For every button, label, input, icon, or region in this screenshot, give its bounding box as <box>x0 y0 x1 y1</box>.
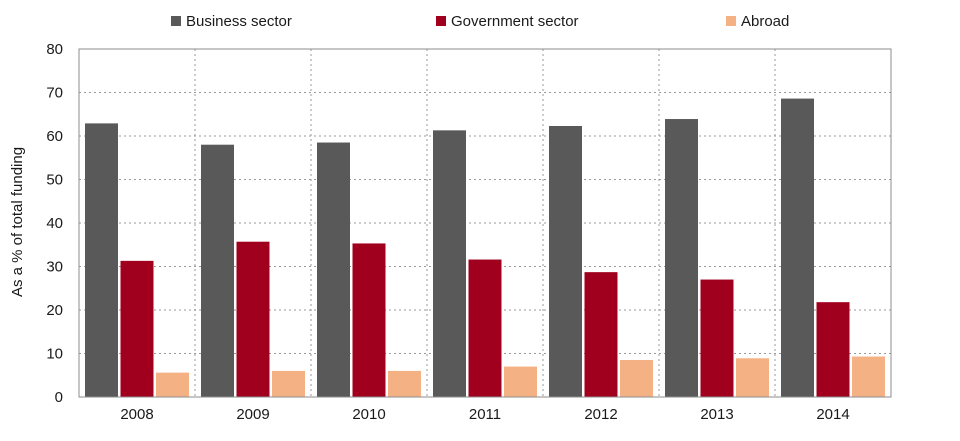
plot-frame <box>78 48 892 398</box>
bar-abroad-2012 <box>620 360 653 397</box>
bar-abroad-2014 <box>852 356 885 397</box>
x-tick-label: 2014 <box>816 406 849 423</box>
y-tick-label: 60 <box>46 128 63 145</box>
bar-business-sector-2008 <box>85 123 118 397</box>
y-tick-label: 30 <box>46 259 63 276</box>
y-tick-label: 50 <box>46 172 63 189</box>
bar-government-sector-2014 <box>816 302 850 397</box>
bar-government-sector-2008 <box>120 260 154 397</box>
legend-label: Government sector <box>451 13 579 30</box>
x-tick-label: 2013 <box>700 406 733 423</box>
legend-item-government-sector: Government sector <box>436 13 579 30</box>
legend-label: Business sector <box>186 13 292 30</box>
bar-business-sector-2012 <box>549 125 582 398</box>
legend-label: Abroad <box>741 13 789 30</box>
bar-abroad-2009 <box>272 370 305 397</box>
bars <box>85 98 885 398</box>
bar-government-sector-2013 <box>700 279 734 397</box>
legend-swatch <box>726 16 736 26</box>
y-tick-label: 80 <box>46 41 63 58</box>
y-axis-title: As a % of total funding <box>9 147 26 297</box>
x-tick-label: 2008 <box>120 406 153 423</box>
legend-item-abroad: Abroad <box>726 13 789 30</box>
bar-abroad-2011 <box>504 366 537 397</box>
bar-government-sector-2010 <box>352 243 386 397</box>
bar-government-sector-2012 <box>584 272 618 397</box>
y-tick-label: 10 <box>46 346 63 363</box>
y-tick-label: 20 <box>46 302 63 319</box>
bar-government-sector-2009 <box>236 241 270 397</box>
x-tick-label: 2012 <box>584 406 617 423</box>
y-tick-label: 40 <box>46 215 63 232</box>
y-tick-label: 70 <box>46 85 63 102</box>
bar-abroad-2010 <box>388 370 421 397</box>
legend-swatch <box>436 16 446 26</box>
bar-business-sector-2013 <box>665 119 698 397</box>
bar-business-sector-2014 <box>781 98 814 397</box>
x-axis-ticks: 2008 2009 2010 2011 2012 2013 2014 <box>120 406 849 423</box>
bar-abroad-2013 <box>736 358 769 397</box>
bar-business-sector-2010 <box>317 142 350 397</box>
y-axis-ticks: 0 10 20 30 40 50 60 70 80 <box>46 41 63 406</box>
x-tick-label: 2009 <box>236 406 269 423</box>
legend-swatch <box>171 16 181 26</box>
plot-border <box>78 48 892 398</box>
y-tick-label: 0 <box>55 389 63 406</box>
x-tick-label: 2011 <box>469 406 501 423</box>
bar-abroad-2008 <box>156 372 189 397</box>
legend-item-business-sector: Business sector <box>171 13 292 30</box>
x-tick-label: 2010 <box>352 406 385 423</box>
legend: Business sector Government sector Abroad <box>171 13 789 30</box>
bar-business-sector-2009 <box>201 144 234 397</box>
bar-government-sector-2011 <box>468 259 502 397</box>
bar-business-sector-2011 <box>433 130 466 397</box>
